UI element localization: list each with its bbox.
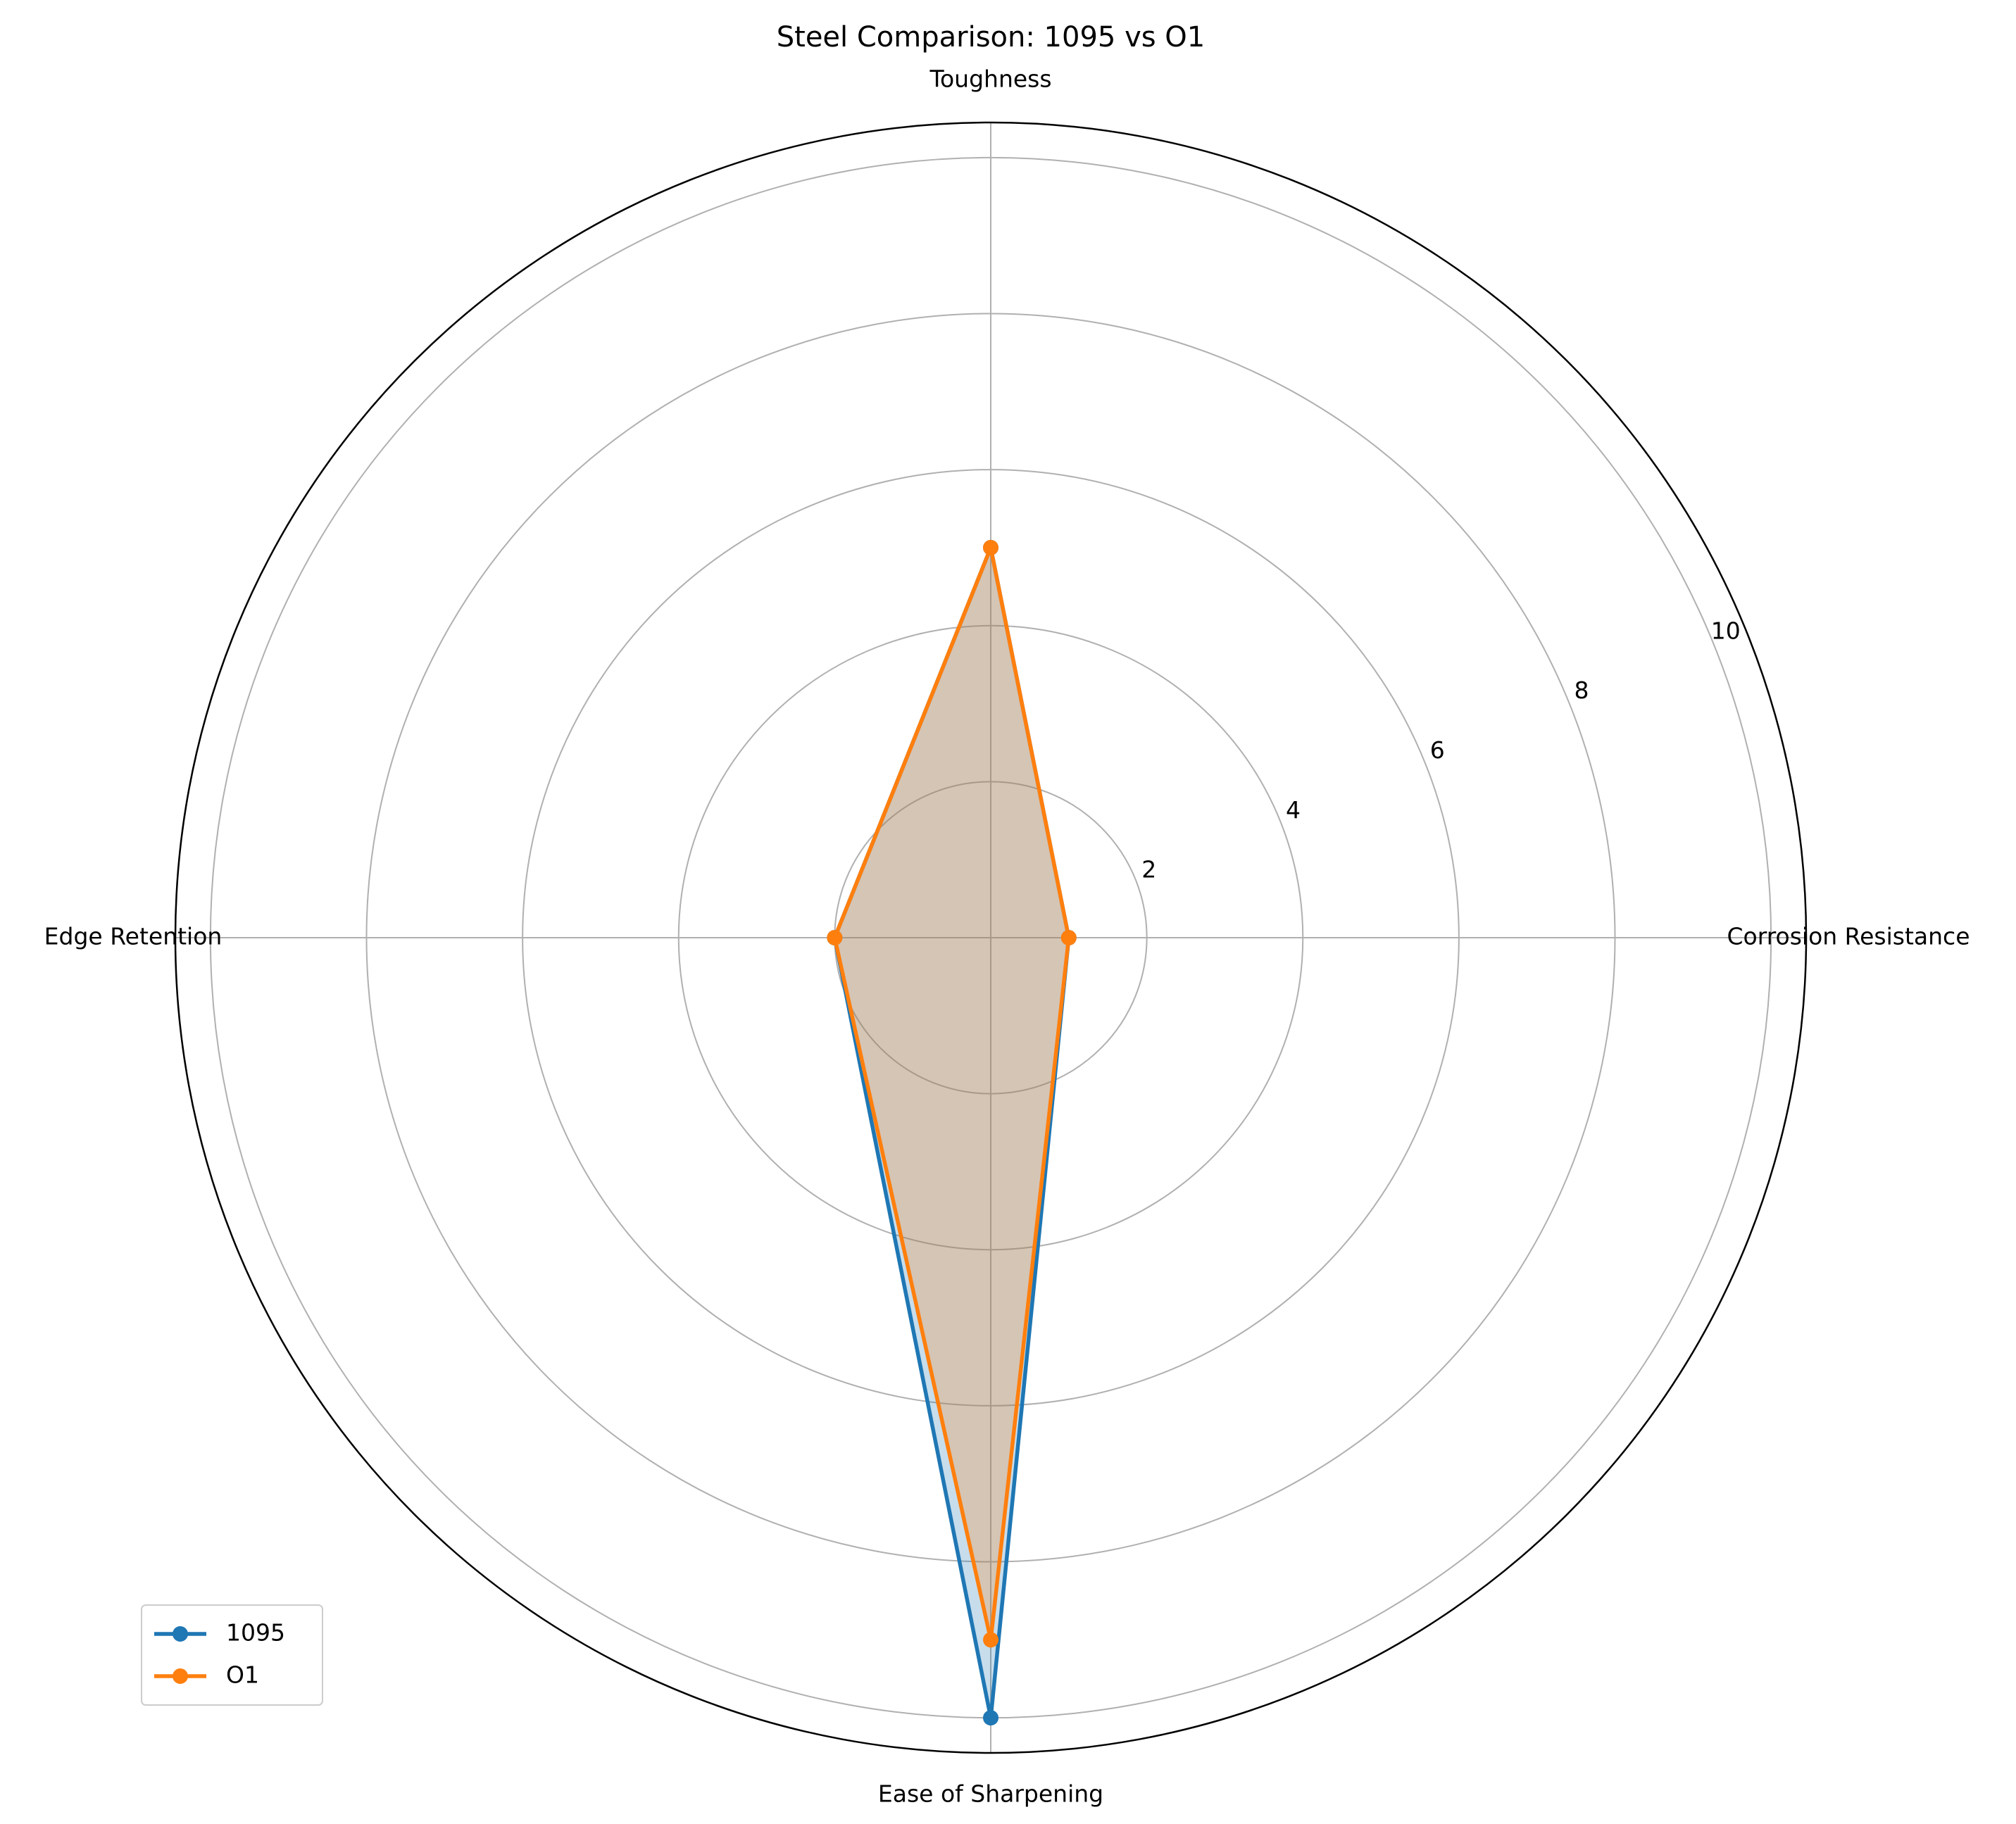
chart-title: Steel Comparison: 1095 vs O1 — [777, 21, 1205, 54]
category-label: Corrosion Resistance — [1727, 923, 1970, 950]
category-label: Edge Retention — [44, 923, 223, 950]
point — [983, 1632, 998, 1648]
series-area — [834, 547, 1069, 1640]
outer-frame — [174, 121, 1808, 1754]
category-label: Ease of Sharpening — [878, 1780, 1103, 1808]
r-tick-label: 10 — [1711, 617, 1741, 644]
point — [827, 930, 843, 945]
legend-marker — [173, 1668, 188, 1684]
r-tick-label: 2 — [1141, 856, 1156, 883]
point — [1060, 930, 1077, 945]
r-tick-label: 6 — [1430, 736, 1445, 764]
point — [983, 539, 998, 555]
r-tick-label: 8 — [1574, 677, 1589, 704]
series-area — [834, 547, 1069, 1718]
legend-label: O1 — [226, 1661, 259, 1689]
r-tick-label: 4 — [1286, 796, 1301, 824]
category-label: Toughness — [929, 65, 1051, 93]
legend-label: 1095 — [226, 1619, 285, 1647]
legend-marker — [173, 1626, 188, 1642]
point — [983, 1710, 998, 1726]
